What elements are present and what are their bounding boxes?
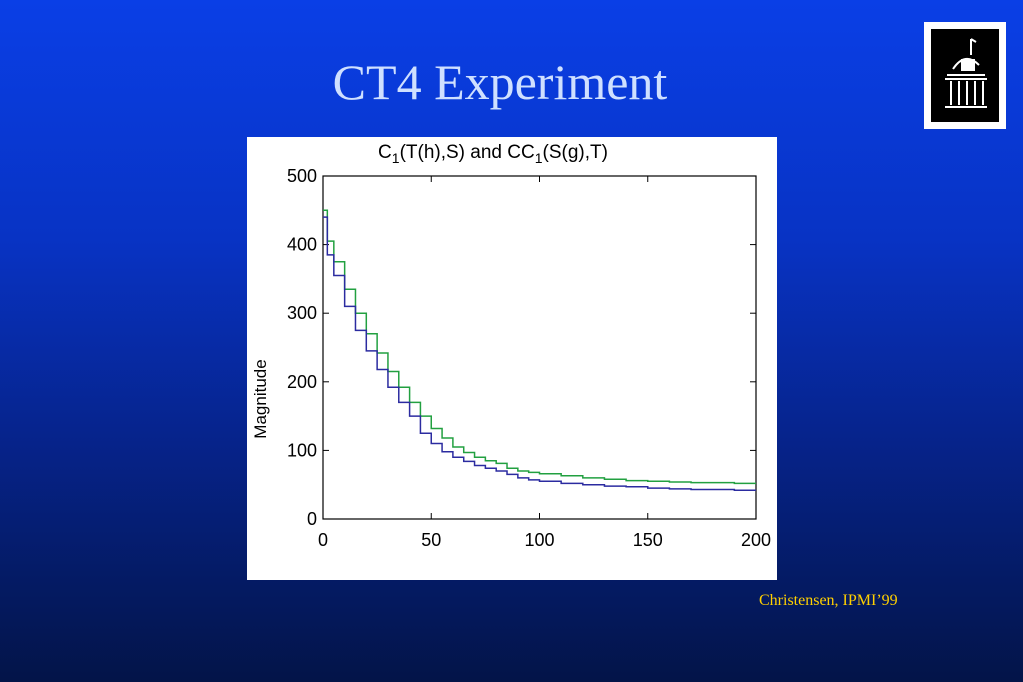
y-tick-label: 400 xyxy=(287,235,317,255)
x-tick-label: 200 xyxy=(741,530,771,550)
chart-panel: C1(T(h),S) and CC1(S(g),T) Magnitude 0 50… xyxy=(247,137,777,580)
x-tick-label: 100 xyxy=(524,530,554,550)
y-tick-label: 0 xyxy=(307,509,317,529)
chart-title-part: (S(g),T) xyxy=(543,142,608,163)
chart-title-subscript: 1 xyxy=(535,150,543,166)
series-line-1 xyxy=(323,209,756,485)
y-tick-label: 300 xyxy=(287,303,317,323)
x-tick-label: 50 xyxy=(421,530,441,550)
plot-frame xyxy=(322,175,757,520)
slide-title: CT4 Experiment xyxy=(332,54,668,110)
chart: C1(T(h),S) and CC1(S(g),T) Magnitude 0 50… xyxy=(251,142,771,550)
chart-title-part: (T(h),S) and C xyxy=(400,142,521,163)
series-line-2 xyxy=(323,216,756,491)
chart-title-part: C xyxy=(378,142,392,163)
logo xyxy=(924,22,1006,129)
y-tick-label: 500 xyxy=(287,166,317,186)
building-dome-icon xyxy=(931,29,999,122)
x-tick-label: 150 xyxy=(633,530,663,550)
credit-text: Christensen, IPMI’99 xyxy=(759,592,898,609)
x-tick-label: 0 xyxy=(318,530,328,550)
y-tick-label: 100 xyxy=(287,440,317,460)
chart-title: C1(T(h),S) and CC1(S(g),T) xyxy=(378,142,608,166)
y-tick-label: 200 xyxy=(287,372,317,392)
chart-title-subscript: 1 xyxy=(392,150,400,166)
chart-title-part: C xyxy=(521,142,535,163)
y-axis-label: Magnitude xyxy=(251,359,270,438)
